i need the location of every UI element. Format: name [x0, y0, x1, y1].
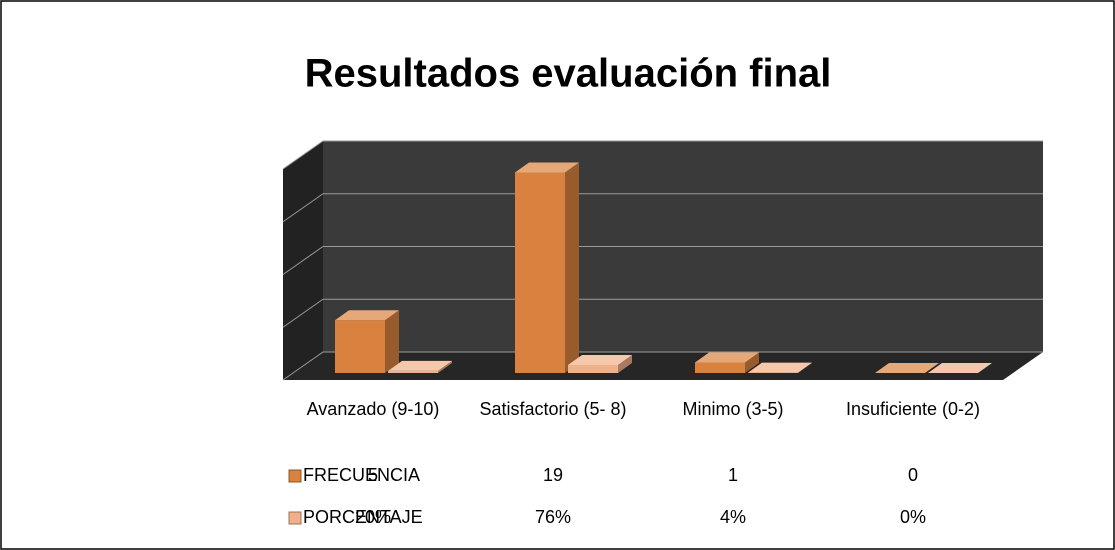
bar-face	[385, 310, 399, 373]
bar-face	[388, 360, 452, 371]
bar-face	[748, 362, 812, 373]
x-tick-label: Satisfactorio (5- 8)	[479, 399, 627, 419]
grid-line	[282, 351, 1043, 381]
bar-face	[928, 363, 992, 373]
bar-face	[335, 310, 399, 321]
bar	[928, 363, 992, 373]
data-label: 19	[543, 465, 563, 485]
bar-face	[695, 362, 745, 373]
grid-line	[282, 140, 1043, 170]
bar	[875, 363, 939, 373]
data-label: 5	[368, 465, 378, 485]
bar-face	[875, 363, 939, 373]
data-label: 0	[908, 465, 918, 485]
data-label: 4%	[720, 507, 746, 527]
bar	[748, 362, 812, 373]
bar-face	[565, 162, 579, 373]
data-label: 1	[728, 465, 738, 485]
x-tick-label: Minimo (3-5)	[682, 399, 784, 419]
bar-face	[515, 172, 565, 373]
bar-face	[515, 162, 579, 173]
legend-swatch	[288, 469, 302, 483]
data-label: 20%	[355, 507, 391, 527]
bar-face	[438, 360, 452, 373]
bar-face	[798, 362, 812, 373]
bar	[568, 354, 632, 373]
grid-line	[282, 193, 1043, 223]
bar	[388, 360, 452, 373]
x-tick-label: Avanzado (9-10)	[306, 399, 440, 419]
bar	[515, 162, 579, 373]
bar-face	[695, 352, 759, 363]
chart-title: Resultados evaluación final	[305, 52, 832, 96]
legend-swatch	[288, 511, 302, 525]
bar-face	[335, 320, 385, 373]
grid-line	[282, 246, 1043, 275]
legend-label: FRECUENCIA	[303, 465, 420, 485]
bar	[695, 352, 759, 373]
bar	[335, 310, 399, 373]
x-tick-label: Insuficiente (0-2)	[845, 399, 981, 419]
grid-line	[282, 298, 1043, 328]
bar-face	[618, 354, 632, 373]
data-label: 0%	[900, 507, 926, 527]
bar-face	[388, 370, 438, 373]
data-label: 76%	[535, 507, 571, 527]
legend-label: PORCENTAJE	[303, 507, 423, 527]
bar-face	[568, 364, 618, 373]
bar-face	[568, 354, 632, 365]
floor	[283, 352, 1043, 380]
bar-face	[745, 352, 759, 373]
